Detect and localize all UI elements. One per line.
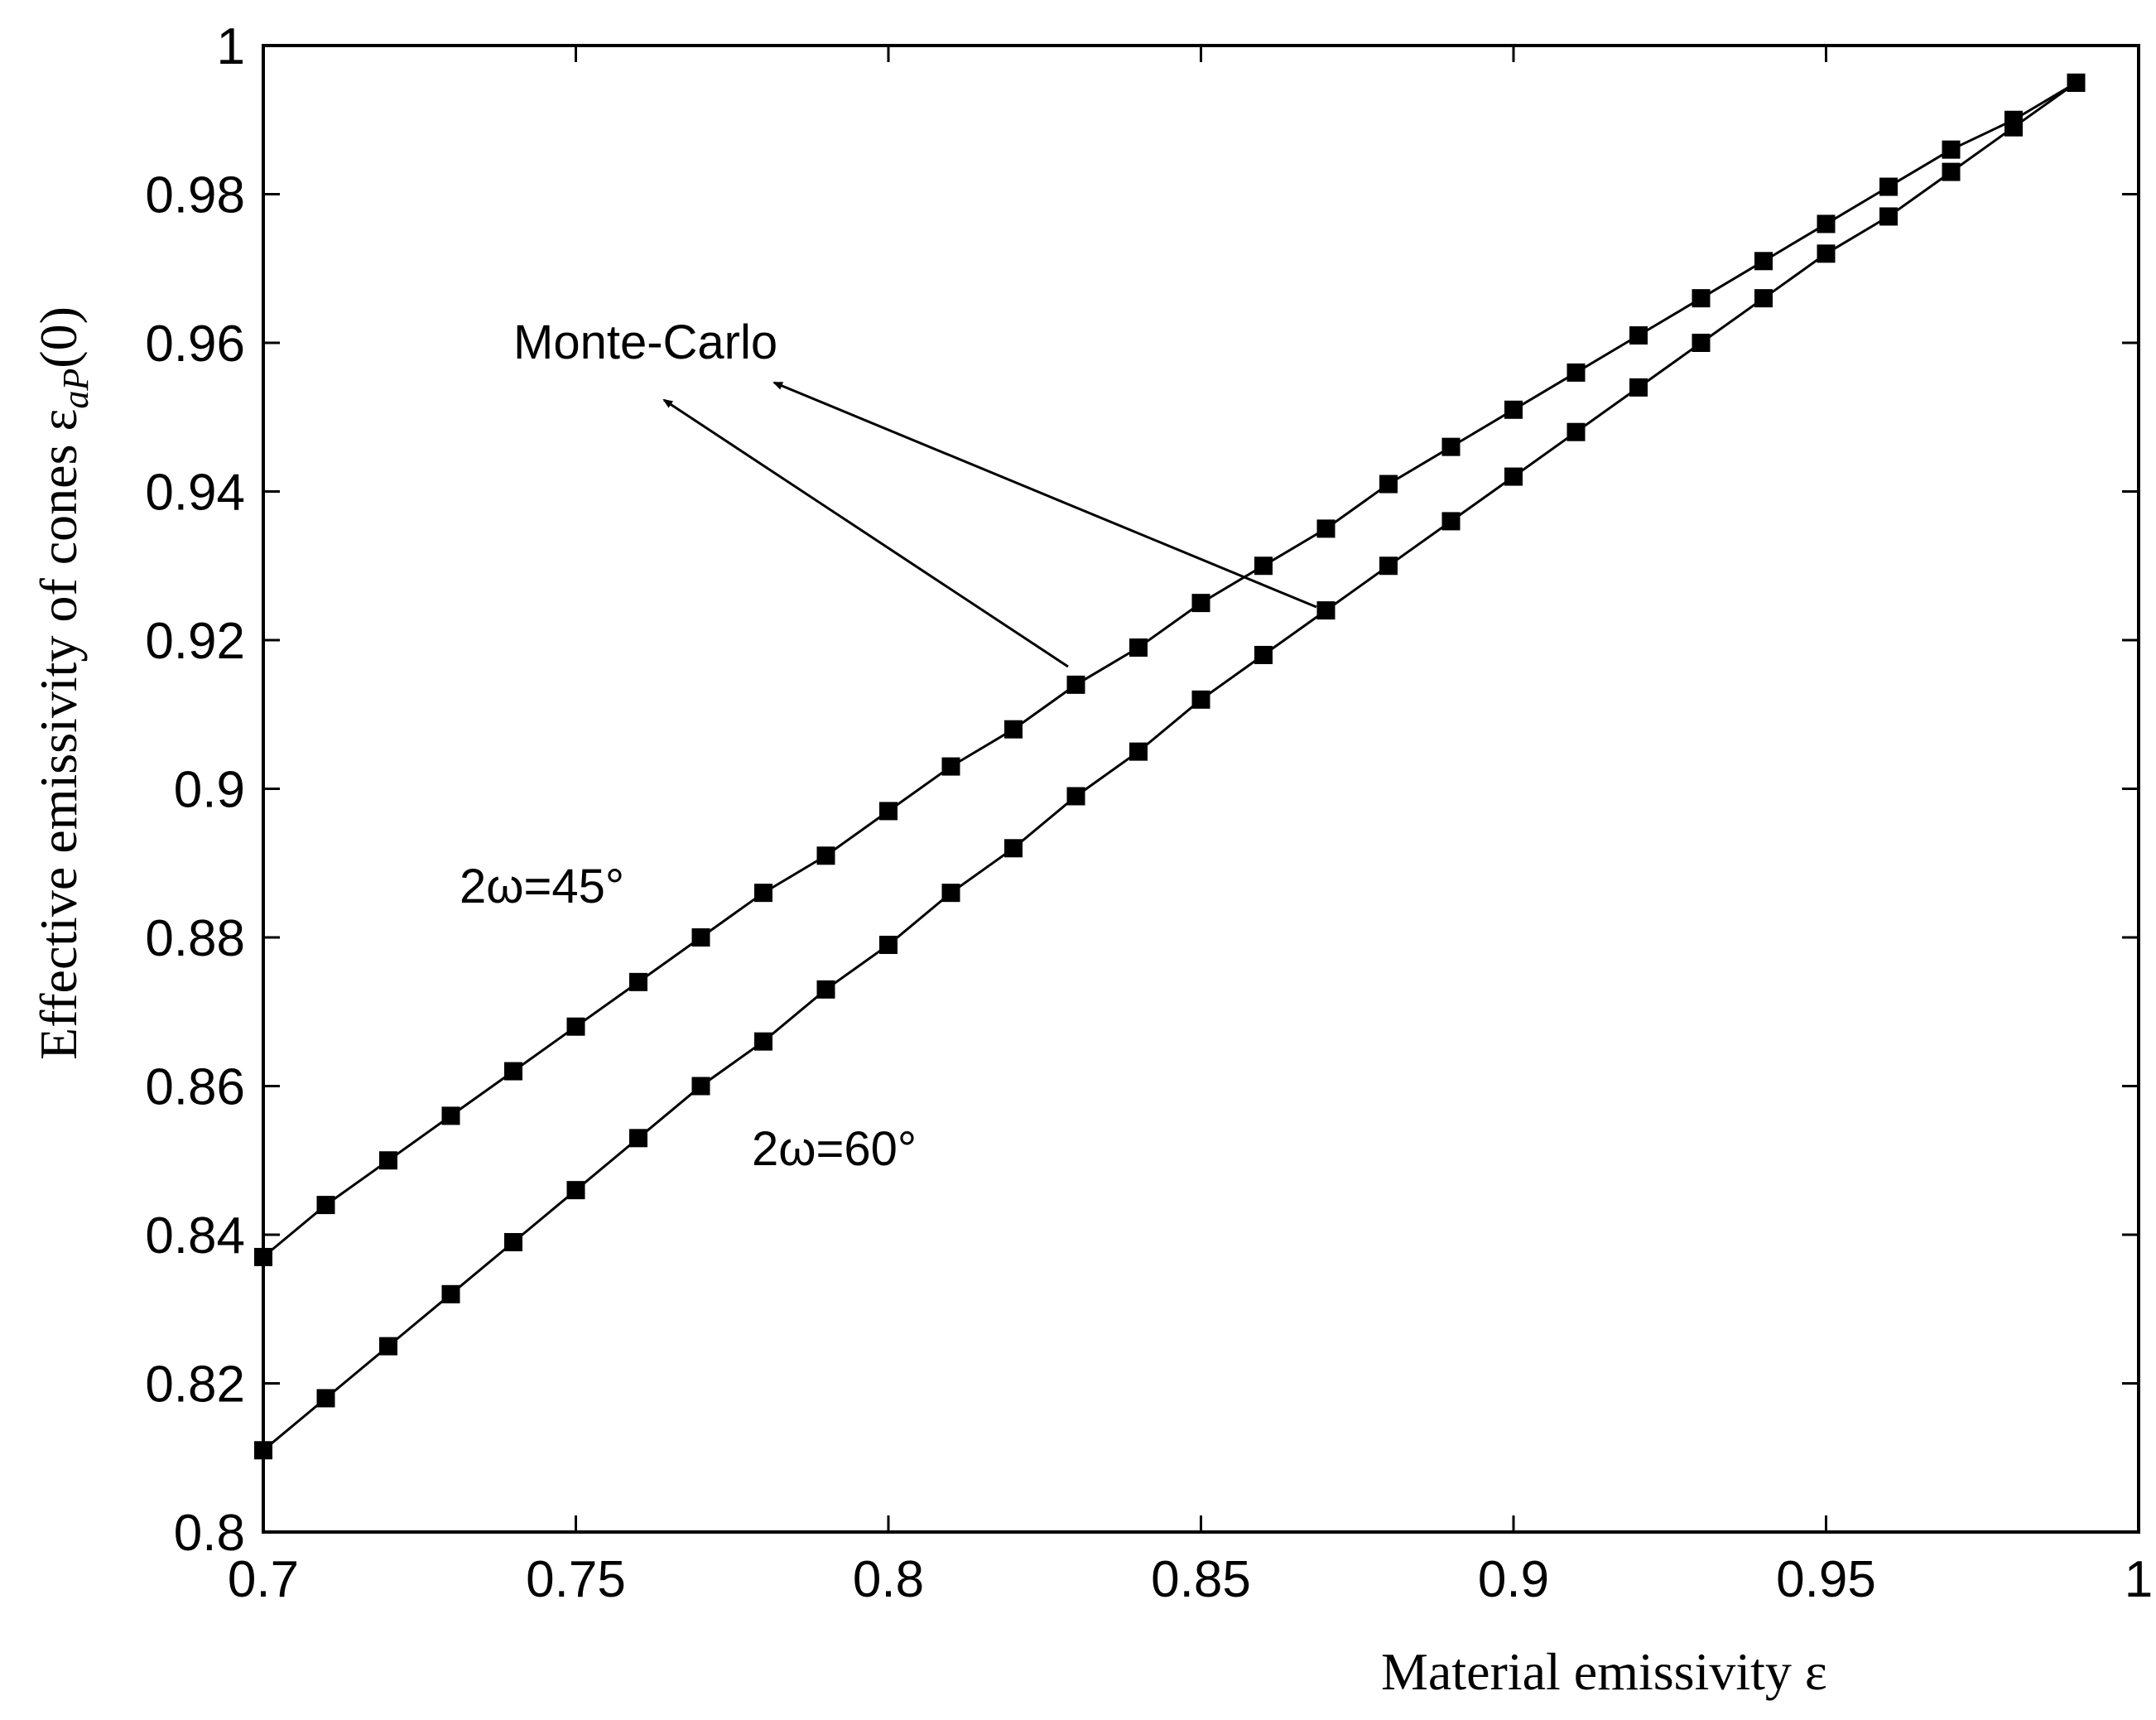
series-2-marker — [316, 1389, 335, 1408]
series-2-marker — [254, 1441, 272, 1460]
series-2-marker — [691, 1077, 710, 1096]
series-1-marker — [1692, 289, 1711, 308]
series-2-marker — [1629, 378, 1648, 397]
series-1-marker — [504, 1062, 522, 1081]
series-2-marker — [1191, 690, 1210, 709]
series-2-marker — [1316, 601, 1335, 620]
series-2-line — [262, 81, 2077, 1452]
series-2-marker — [1942, 162, 1961, 181]
series-layer — [254, 73, 2086, 1460]
series-1-marker — [1191, 594, 1210, 613]
series-2-marker — [1379, 556, 1398, 576]
series-2-marker — [941, 884, 960, 903]
series-2-marker — [1129, 742, 1148, 761]
series-1-marker — [691, 928, 710, 947]
series-2-marker — [441, 1284, 460, 1303]
series-1-marker — [879, 802, 898, 821]
y-ticks: 0.8 0.82 0.84 0.86 0.88 0.9 0.92 0.94 0.96 0.98 1 — [145, 18, 2139, 1562]
x-tick-label: 0.85 — [1151, 1551, 1251, 1608]
label-45-degrees: 2ω=45° — [460, 860, 624, 913]
y-tick-label: 1 — [217, 18, 245, 75]
series-2-marker — [1066, 787, 1085, 806]
y-tick-label: 0.94 — [145, 465, 245, 522]
series-1-marker — [1254, 556, 1273, 576]
series-2-marker — [1254, 645, 1273, 664]
y-axis-title: Effective emissivity of cones εaP(0) — [29, 306, 96, 1060]
x-ticks: 0.7 0.75 0.8 0.85 0.9 0.95 1 — [228, 46, 2153, 1608]
x-tick-label: 1 — [2125, 1551, 2153, 1608]
series-1-line — [262, 81, 2077, 1259]
series-2-marker — [504, 1232, 522, 1251]
x-tick-label: 0.75 — [526, 1551, 626, 1608]
y-tick-label: 0.9 — [174, 762, 245, 819]
series-1-marker — [441, 1106, 460, 1125]
series-1-marker — [1504, 400, 1523, 419]
x-tick-label: 0.95 — [1776, 1551, 1876, 1608]
series-1-marker — [1066, 675, 1085, 694]
y-axis-title-suffix: (0) — [29, 306, 88, 369]
x-tick-label: 0.7 — [228, 1551, 299, 1608]
series-1-marker — [566, 1017, 585, 1036]
series-1-marker — [1566, 363, 1586, 382]
series-2-marker — [2067, 73, 2086, 92]
series-2-marker — [379, 1337, 397, 1356]
series-1-marker — [1942, 140, 1961, 159]
y-axis-title-main: Effective emissivity of cones ε — [29, 409, 88, 1060]
series-1-marker — [1817, 214, 1836, 234]
series-2-marker — [1817, 244, 1836, 263]
series-2-marker — [566, 1181, 585, 1200]
series-2-marker — [879, 935, 898, 954]
y-tick-label: 0.92 — [145, 613, 245, 670]
series-2-marker — [1504, 467, 1523, 486]
y-tick-label: 0.82 — [145, 1356, 245, 1414]
series-1-marker — [1441, 437, 1461, 456]
series-1-marker — [941, 757, 960, 776]
series-1-marker — [816, 846, 835, 865]
series-1-marker — [629, 972, 647, 991]
annotation-layer: Monte-Carlo 2ω=45° 2ω=60° — [460, 316, 1317, 1176]
series-1-marker — [1316, 519, 1335, 538]
series-1-marker — [1754, 252, 1773, 271]
series-2-marker — [2004, 118, 2023, 137]
series-1-marker — [1004, 720, 1023, 739]
series-2-marker — [1692, 334, 1711, 352]
series-1-marker — [1379, 475, 1398, 494]
series-2-marker — [816, 980, 835, 999]
series-2-marker — [1754, 289, 1773, 308]
y-axis-title-subscript: aP — [55, 369, 96, 409]
series-2-marker — [1441, 512, 1461, 531]
x-tick-label: 0.9 — [1478, 1551, 1549, 1608]
monte-carlo-arrow-1 — [662, 398, 1069, 668]
series-2-marker — [1879, 207, 1898, 226]
y-tick-label: 0.84 — [145, 1207, 245, 1265]
x-axis-title: Material emissivity ε — [1381, 1642, 1827, 1701]
series-1-marker — [1629, 326, 1648, 345]
y-tick-label: 0.8 — [174, 1505, 245, 1562]
series-1-marker — [754, 884, 772, 903]
series-1-marker — [254, 1247, 272, 1266]
series-2-marker — [1566, 422, 1586, 441]
y-tick-label: 0.88 — [145, 910, 245, 967]
monte-carlo-label: Monte-Carlo — [513, 316, 777, 369]
label-60-degrees: 2ω=60° — [752, 1122, 917, 1176]
y-tick-label: 0.98 — [145, 167, 245, 224]
series-1-marker — [1129, 638, 1148, 657]
series-2-marker — [754, 1032, 772, 1051]
plot-frame — [262, 44, 2140, 1534]
series-1-marker — [1879, 177, 1898, 196]
series-1-marker — [379, 1151, 397, 1170]
monte-carlo-arrow-2 — [772, 381, 1317, 609]
y-tick-label: 0.86 — [145, 1059, 245, 1116]
series-2-marker — [629, 1129, 647, 1148]
x-tick-label: 0.8 — [853, 1551, 924, 1608]
series-1-marker — [316, 1196, 335, 1215]
y-tick-label: 0.96 — [145, 316, 245, 373]
series-2-marker — [1004, 839, 1023, 858]
